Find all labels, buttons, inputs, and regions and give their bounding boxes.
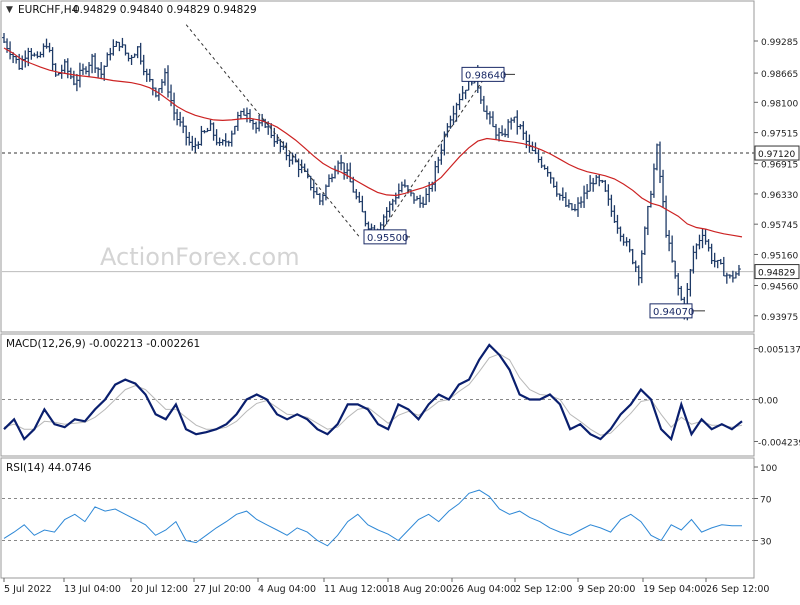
macd-signal-line [3, 353, 743, 436]
x-axis-label: 11 Aug 12:00 [324, 584, 388, 595]
x-axis-label: 20 Jul 12:00 [131, 584, 188, 595]
price-annotation-box [649, 303, 693, 319]
price-axis-label: 0.99285 [761, 38, 798, 48]
rsi-header: RSI(14) 44.0746 [6, 462, 92, 474]
last-price-box [754, 264, 800, 280]
x-axis-label: 5 Jul 2022 [4, 584, 52, 595]
level-price-label: 0.97120 [758, 150, 795, 160]
price-axis-label: 0.93975 [761, 313, 798, 323]
x-axis-label: 9 Sep 20:00 [578, 584, 635, 595]
macd-series-layer [2, 343, 754, 442]
price-axis-label: 0.94560 [761, 282, 798, 292]
rsi-axis-label: 30 [760, 538, 772, 548]
x-axis-label: 4 Aug 04:00 [258, 584, 316, 595]
dotted-trend-line [185, 24, 360, 238]
price-axis-label: 0.95160 [761, 251, 798, 261]
price-annotation-label: 0.94070 [653, 307, 694, 318]
x-axis-label: 19 Sep 04:00 [643, 584, 706, 595]
price-axis-label: 0.97515 [761, 130, 798, 140]
ohlc-values: 0.94829 0.94840 0.94829 0.94829 [73, 4, 257, 16]
price-annotation-box [363, 229, 407, 245]
rsi-panel [0, 457, 755, 579]
macd-panel [0, 333, 755, 457]
price-axis-label: 0.96915 [761, 161, 798, 171]
x-axis-label: 26 Sep 12:00 [706, 584, 769, 595]
rsi-axis-label: 100 [760, 464, 777, 474]
price-axis-label: 0.95745 [761, 221, 798, 231]
last-price-label: 0.94829 [758, 269, 795, 279]
price-series-layer: 0.98640 0.95500 0.94070 [2, 24, 754, 321]
x-axis: 5 Jul 2022 13 Jul 04:00 20 Jul 12:00 27 Jul… [3, 578, 769, 595]
rsi-axis-label: 70 [760, 496, 772, 506]
x-axis-label: 2 Sep 12:00 [515, 584, 572, 595]
symbol-label: EURCHF,H4 [18, 4, 79, 16]
price-axis-label: 0.98100 [761, 99, 798, 109]
x-axis-label: 18 Aug 20:00 [388, 584, 452, 595]
rsi-series-layer [2, 489, 754, 547]
macd-line [3, 343, 743, 442]
moving-average-line [3, 47, 743, 238]
x-axis-label: 27 Jul 20:00 [194, 584, 251, 595]
dropdown-arrow-icon[interactable]: ▼ [6, 5, 13, 15]
price-axis-label: 0.98665 [761, 70, 798, 80]
macd-axis-label: -0.004239 [758, 438, 800, 448]
x-axis-label: 13 Jul 04:00 [64, 584, 121, 595]
macd-axis-label: 0.005137 [758, 346, 800, 356]
price-annotation-label: 0.95500 [367, 233, 408, 244]
macd-header: MACD(12,26,9) -0.002213 -0.002261 [6, 338, 200, 350]
rsi-line [3, 489, 742, 547]
watermark: ActionForex.com [100, 243, 300, 271]
price-annotation-label: 0.98640 [465, 70, 506, 81]
price-panel [0, 0, 755, 333]
price-annotation-box [461, 66, 505, 82]
x-axis-label: 26 Aug 04:00 [452, 584, 516, 595]
dotted-trend-line [377, 74, 488, 238]
level-price-box [754, 145, 800, 161]
macd-axis-label: 0.00 [758, 396, 778, 406]
price-axis-label: 0.96330 [761, 191, 798, 201]
